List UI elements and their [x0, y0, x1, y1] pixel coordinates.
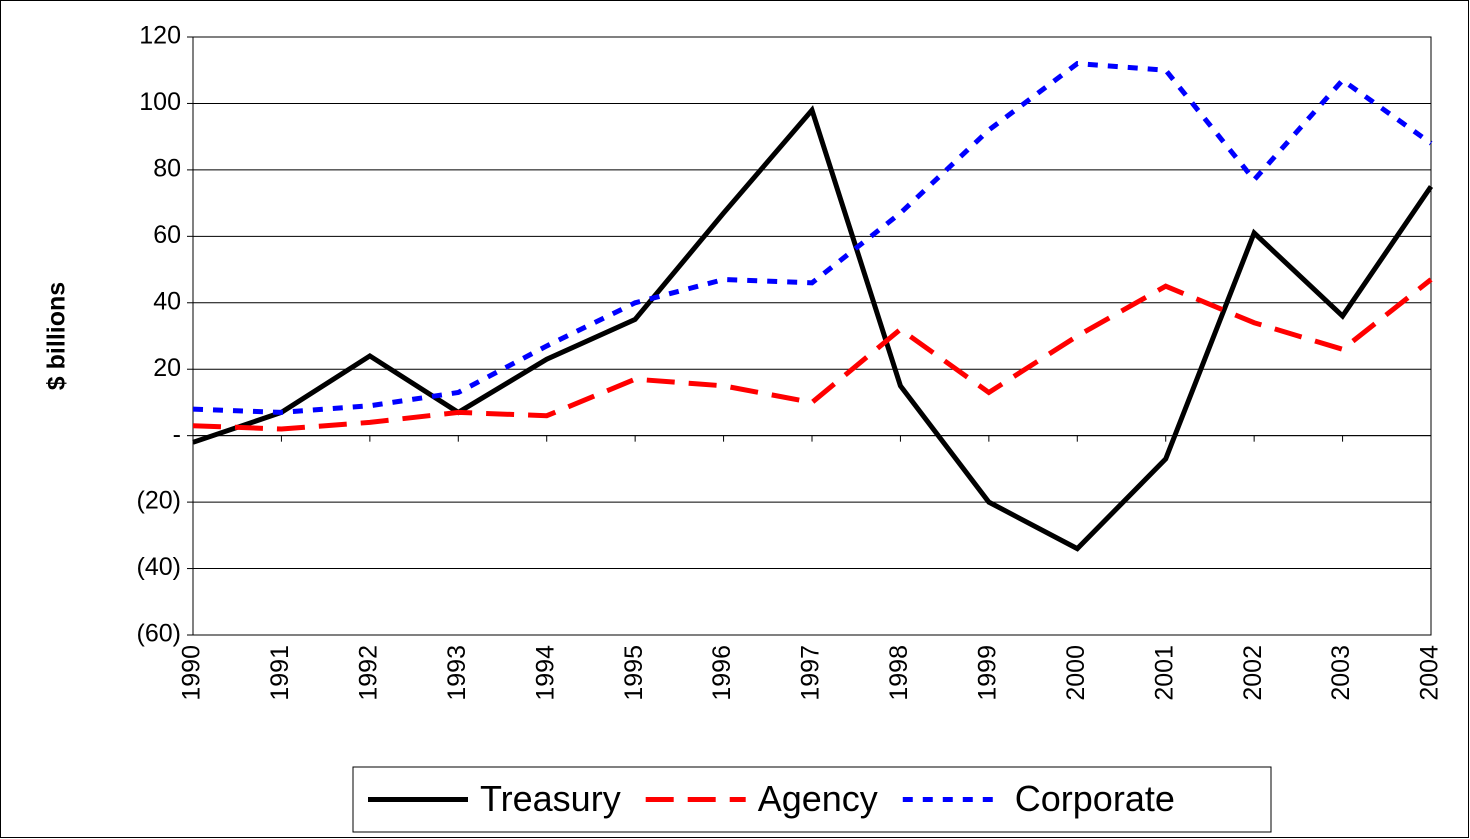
- series-line: [192, 61, 1433, 415]
- x-tick-label: 1990: [178, 645, 206, 701]
- y-tick-label: (60): [137, 620, 181, 648]
- y-axis-label: $ billions: [43, 282, 71, 390]
- plot-area: [192, 36, 1432, 636]
- x-tick-label: 2002: [1239, 645, 1267, 701]
- legend-label: Corporate: [1015, 778, 1175, 819]
- x-tick-label: 1994: [531, 645, 559, 701]
- y-tick-label: 80: [153, 154, 181, 182]
- y-tick-label: (20): [137, 487, 181, 515]
- y-tick-label: (40): [137, 553, 181, 581]
- y-tick-label: 40: [153, 287, 181, 315]
- legend-label: Treasury: [480, 778, 621, 819]
- x-tick-label: 1993: [443, 645, 471, 701]
- x-tick-label: 1997: [797, 645, 825, 701]
- x-tick-label: 1998: [885, 645, 913, 701]
- x-tick-label: 1999: [973, 645, 1001, 701]
- legend-box: [352, 766, 1272, 833]
- y-tick-label: 20: [153, 354, 181, 382]
- legend-label: Agency: [758, 778, 878, 819]
- x-tick-label: 1996: [708, 645, 736, 701]
- x-tick-label: 2004: [1416, 645, 1444, 701]
- y-tick-label: -: [173, 420, 181, 448]
- x-tick-label: 1991: [266, 645, 294, 701]
- x-tick-label: 2003: [1327, 645, 1355, 701]
- x-tick-label: 1992: [354, 645, 382, 701]
- y-tick-label: 100: [139, 88, 181, 116]
- x-tick-label: 1995: [620, 645, 648, 701]
- x-tick-label: 2000: [1062, 645, 1090, 701]
- y-tick-label: 120: [139, 22, 181, 50]
- x-tick-label: 2001: [1150, 645, 1178, 701]
- y-tick-label: 60: [153, 221, 181, 249]
- series-line: [192, 105, 1434, 552]
